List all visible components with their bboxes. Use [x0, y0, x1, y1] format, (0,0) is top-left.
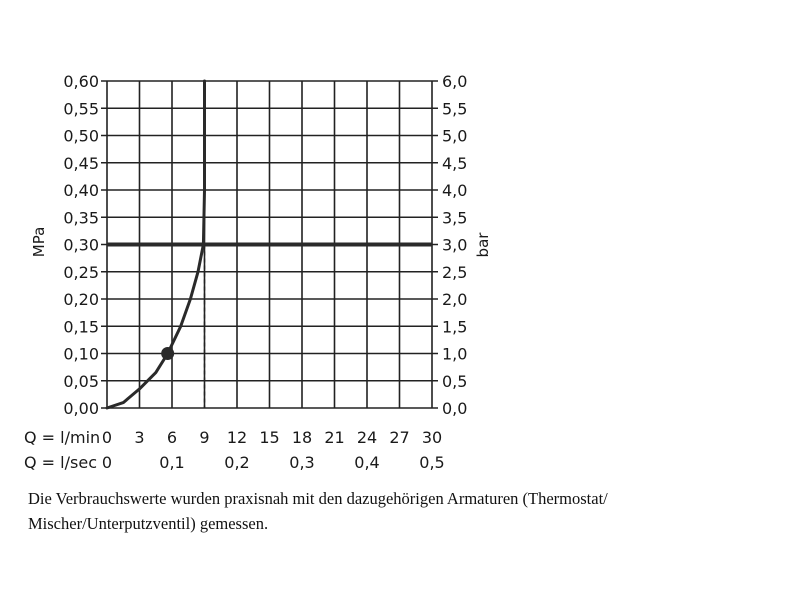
y-tick-label-left: 0,45 [63, 154, 99, 173]
x-tick-label-lmin: 18 [292, 428, 312, 447]
y-tick-label-left: 0,30 [63, 236, 99, 255]
series-line [105, 79, 206, 410]
y-tick-label-right: 4,0 [442, 181, 467, 200]
x-tick-label-lmin: 30 [422, 428, 442, 447]
x-axis-label-lsec: Q = l/sec [24, 453, 97, 472]
chart-lines [105, 79, 432, 410]
x-tick-label-lmin: 27 [389, 428, 409, 447]
caption-line-1: Die Verbrauchswerte wurden praxisnah mit… [28, 489, 608, 508]
x-tick-label-lmin: 12 [227, 428, 247, 447]
x-tick-label-lsec: 0,3 [289, 453, 314, 472]
y-tick-label-left: 0,15 [63, 317, 99, 336]
x-tick-label-lsec: 0,2 [224, 453, 249, 472]
y-tick-label-right: 1,5 [442, 317, 467, 336]
y-tick-label-right: 5,5 [442, 99, 467, 118]
x-tick-label-lmin: 6 [167, 428, 177, 447]
y-axis-title-left: MPa [30, 227, 48, 258]
y-axis-title-right: bar [474, 232, 492, 258]
y-tick-label-right: 2,0 [442, 290, 467, 309]
x-tick-label-lmin: 24 [357, 428, 377, 447]
y-tick-label-right: 2,5 [442, 263, 467, 282]
y-tick-label-right: 6,0 [442, 72, 467, 91]
data-point-marker [161, 347, 175, 360]
x-tick-label-lsec: 0,5 [419, 453, 444, 472]
x-tick-label-lmin: 21 [324, 428, 344, 447]
x-axis-label-lmin: Q = l/min [24, 428, 100, 447]
y-tick-label-right: 3,5 [442, 208, 467, 227]
chart-caption: Die Verbrauchswerte wurden praxisnah mit… [28, 486, 768, 536]
y-tick-label-left: 0,05 [63, 372, 99, 391]
x-tick-label-lmin: 9 [199, 428, 209, 447]
y-tick-label-right: 0,0 [442, 399, 467, 418]
x-tick-label-lsec: 0 [102, 453, 112, 472]
x-tick-label-lsec: 0,1 [159, 453, 184, 472]
x-tick-label-lmin: 15 [259, 428, 279, 447]
x-tick-label-lsec: 0,4 [354, 453, 379, 472]
x-tick-label-lmin: 3 [134, 428, 144, 447]
x-tick-label-lmin: 0 [102, 428, 112, 447]
y-tick-label-right: 0,5 [442, 372, 467, 391]
y-tick-label-right: 1,0 [442, 345, 467, 364]
y-tick-label-left: 0,20 [63, 290, 99, 309]
y-tick-label-left: 0,10 [63, 345, 99, 364]
y-tick-label-right: 4,5 [442, 154, 467, 173]
caption-line-2: Mischer/Unterputzventil) gemessen. [28, 514, 269, 533]
y-tick-label-left: 0,40 [63, 181, 99, 200]
y-tick-label-left: 0,60 [63, 72, 99, 91]
y-tick-label-left: 0,25 [63, 263, 99, 282]
y-tick-label-left: 0,35 [63, 208, 99, 227]
flow-pressure-chart: 0,00 0,00,05 0,50,10 1,00,15 1,50,20 2,00,25 2… [24, 72, 492, 472]
y-tick-label-right: 3,0 [442, 236, 467, 255]
y-tick-label-right: 5,0 [442, 127, 467, 146]
chart-labels: 0,00 0,00,05 0,50,10 1,00,15 1,50,20 2,00,25 2… [24, 72, 492, 472]
y-tick-label-left: 0,50 [63, 127, 99, 146]
y-tick-label-left: 0,55 [63, 99, 99, 118]
y-tick-label-left: 0,00 [63, 399, 99, 418]
